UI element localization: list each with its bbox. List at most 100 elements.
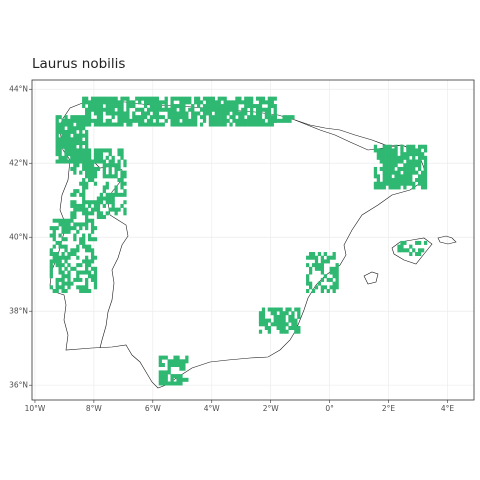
presence-cell bbox=[152, 100, 157, 105]
presence-cell bbox=[61, 122, 65, 127]
presence-cell bbox=[182, 118, 186, 123]
presence-cell bbox=[158, 370, 162, 375]
presence-cell bbox=[67, 148, 71, 153]
presence-cell bbox=[232, 100, 236, 105]
plot-panel bbox=[32, 80, 474, 400]
presence-cell bbox=[385, 148, 389, 153]
presence-cell bbox=[270, 122, 274, 127]
presence-cell bbox=[105, 192, 109, 197]
presence-cell bbox=[185, 122, 189, 127]
presence-cell bbox=[55, 240, 59, 245]
presence-cell bbox=[90, 211, 95, 216]
presence-cell bbox=[229, 115, 233, 120]
presence-cell bbox=[79, 285, 83, 290]
presence-cell bbox=[261, 322, 266, 327]
presence-cell bbox=[261, 318, 266, 323]
presence-cell bbox=[143, 115, 148, 120]
presence-cell bbox=[418, 159, 422, 164]
presence-cell bbox=[418, 144, 422, 149]
presence-cell bbox=[247, 96, 251, 101]
presence-cell bbox=[267, 326, 271, 331]
presence-cell bbox=[176, 111, 180, 116]
presence-cell bbox=[208, 104, 213, 109]
presence-cell bbox=[52, 218, 56, 223]
presence-cell bbox=[388, 163, 392, 168]
presence-cell bbox=[320, 266, 325, 271]
presence-cell bbox=[85, 248, 89, 253]
presence-cell bbox=[141, 96, 145, 101]
presence-cell bbox=[114, 122, 118, 127]
presence-cell bbox=[211, 100, 215, 105]
presence-cell bbox=[108, 122, 112, 127]
presence-cell bbox=[403, 155, 407, 160]
presence-cell bbox=[412, 159, 416, 164]
presence-cell bbox=[129, 122, 133, 127]
presence-cell bbox=[391, 166, 395, 171]
presence-cell bbox=[182, 100, 186, 105]
presence-cell bbox=[182, 377, 186, 382]
presence-cell bbox=[105, 174, 109, 179]
presence-cell bbox=[376, 181, 381, 186]
presence-cell bbox=[400, 144, 404, 149]
presence-cell bbox=[87, 263, 92, 268]
presence-cell bbox=[326, 259, 330, 264]
presence-cell bbox=[391, 178, 395, 183]
presence-cell bbox=[85, 215, 89, 220]
presence-cell bbox=[317, 252, 322, 257]
presence-cell bbox=[105, 118, 109, 123]
presence-cell bbox=[164, 104, 168, 109]
presence-cell bbox=[146, 96, 151, 101]
presence-cell bbox=[64, 237, 68, 242]
presence-cell bbox=[373, 148, 378, 153]
presence-cell bbox=[49, 285, 53, 290]
presence-cell bbox=[211, 115, 215, 120]
presence-cell bbox=[73, 248, 77, 253]
presence-cell bbox=[61, 237, 65, 242]
presence-cell bbox=[223, 115, 227, 120]
presence-cell bbox=[382, 159, 386, 164]
presence-cell bbox=[244, 107, 248, 112]
presence-cell bbox=[373, 185, 378, 190]
presence-cell bbox=[79, 115, 83, 120]
presence-cell bbox=[126, 107, 130, 112]
presence-cell bbox=[64, 122, 68, 127]
presence-cell bbox=[117, 122, 121, 127]
presence-cell bbox=[250, 118, 254, 123]
presence-cell bbox=[397, 174, 401, 179]
presence-cell bbox=[332, 252, 336, 257]
presence-cell bbox=[420, 144, 425, 149]
presence-cell bbox=[385, 166, 389, 171]
presence-cell bbox=[255, 115, 260, 120]
presence-cell bbox=[67, 133, 71, 138]
presence-cell bbox=[297, 307, 301, 312]
presence-cell bbox=[255, 96, 260, 101]
presence-cell bbox=[120, 192, 124, 197]
presence-cell bbox=[114, 170, 118, 175]
presence-cell bbox=[418, 148, 422, 153]
presence-cell bbox=[167, 370, 171, 375]
presence-cell bbox=[141, 107, 145, 112]
presence-cell bbox=[123, 159, 127, 164]
presence-cell bbox=[55, 141, 59, 146]
presence-cell bbox=[114, 192, 118, 197]
presence-cell bbox=[111, 192, 115, 197]
presence-cell bbox=[93, 122, 98, 127]
presence-cell bbox=[114, 111, 118, 116]
presence-cell bbox=[208, 118, 213, 123]
presence-cell bbox=[314, 255, 319, 260]
presence-cell bbox=[423, 185, 428, 190]
presence-cell bbox=[138, 96, 142, 101]
presence-cell bbox=[93, 96, 98, 101]
presence-cell bbox=[73, 144, 77, 149]
x-tick-label: 6°W bbox=[145, 404, 162, 413]
presence-cell bbox=[111, 155, 115, 160]
presence-cell bbox=[409, 163, 413, 168]
presence-cell bbox=[55, 263, 59, 268]
presence-cell bbox=[76, 229, 80, 234]
presence-cell bbox=[102, 148, 106, 153]
presence-cell bbox=[61, 226, 65, 231]
presence-cell bbox=[73, 163, 77, 168]
presence-cell bbox=[267, 96, 271, 101]
presence-cell bbox=[406, 178, 410, 183]
presence-cell bbox=[320, 259, 325, 264]
